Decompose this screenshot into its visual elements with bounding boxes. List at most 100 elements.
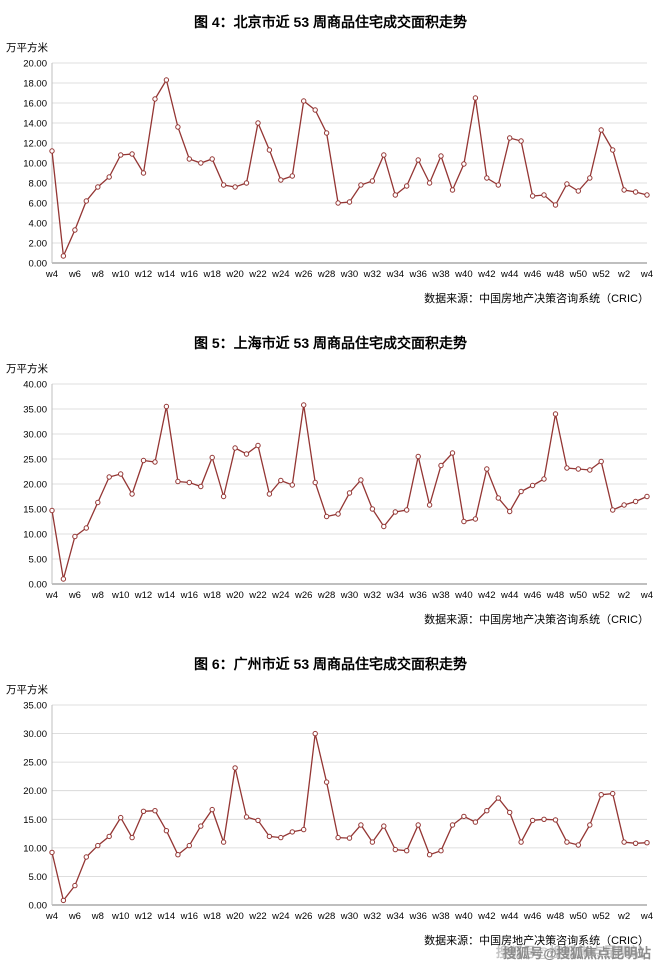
- svg-text:w50: w50: [569, 590, 587, 601]
- svg-text:35.00: 35.00: [23, 701, 47, 712]
- svg-text:w14: w14: [157, 911, 175, 922]
- svg-text:w12: w12: [134, 911, 152, 922]
- svg-text:w26: w26: [294, 590, 312, 601]
- svg-text:w36: w36: [408, 911, 426, 922]
- svg-text:w50: w50: [569, 911, 587, 922]
- svg-text:w30: w30: [340, 590, 358, 601]
- y-axis-unit-label: 万平方米: [6, 684, 48, 696]
- svg-text:w4: w4: [640, 911, 653, 922]
- svg-text:w2: w2: [617, 590, 630, 601]
- svg-text:w26: w26: [294, 911, 312, 922]
- svg-text:w6: w6: [68, 590, 81, 601]
- svg-text:w4: w4: [45, 590, 58, 601]
- svg-text:16.00: 16.00: [23, 99, 47, 110]
- svg-text:w44: w44: [500, 590, 518, 601]
- svg-text:w28: w28: [317, 269, 335, 280]
- svg-text:w42: w42: [477, 590, 495, 601]
- data-source-note: 数据来源：中国房地产决策咨询系统（CRIC）: [424, 614, 649, 626]
- svg-text:w6: w6: [68, 269, 81, 280]
- svg-text:w22: w22: [248, 269, 266, 280]
- chart-title-beijing: 图 4：北京市近 53 周商品住宅成交面积走势: [193, 14, 468, 30]
- svg-text:w24: w24: [271, 269, 289, 280]
- svg-text:12.00: 12.00: [23, 139, 47, 150]
- svg-text:w36: w36: [408, 590, 426, 601]
- svg-text:w38: w38: [431, 911, 449, 922]
- svg-text:w34: w34: [386, 269, 404, 280]
- svg-text:20.00: 20.00: [23, 59, 47, 70]
- svg-text:w18: w18: [202, 269, 220, 280]
- svg-text:15.00: 15.00: [23, 815, 47, 826]
- svg-text:w42: w42: [477, 269, 495, 280]
- svg-text:w2: w2: [617, 269, 630, 280]
- svg-text:w34: w34: [386, 911, 404, 922]
- svg-text:w32: w32: [363, 590, 381, 601]
- svg-text:10.00: 10.00: [23, 530, 47, 541]
- svg-text:w28: w28: [317, 590, 335, 601]
- svg-text:0.00: 0.00: [29, 901, 48, 912]
- svg-text:w8: w8: [91, 590, 104, 601]
- svg-text:w10: w10: [111, 911, 129, 922]
- svg-text:w42: w42: [477, 911, 495, 922]
- svg-text:w26: w26: [294, 269, 312, 280]
- svg-text:2.00: 2.00: [29, 239, 48, 250]
- y-axis-unit-label: 万平方米: [6, 363, 48, 375]
- svg-text:w16: w16: [180, 590, 198, 601]
- chart-section-shanghai: 图 5：上海市近 53 周商品住宅成交面积走势 万平方米 0.00 5.00 10.…: [0, 321, 661, 642]
- svg-text:w14: w14: [157, 590, 175, 601]
- svg-text:w40: w40: [454, 269, 472, 280]
- svg-text:w20: w20: [225, 911, 243, 922]
- svg-text:w8: w8: [91, 269, 104, 280]
- svg-text:4.00: 4.00: [29, 219, 48, 230]
- svg-text:20.00: 20.00: [23, 480, 47, 491]
- svg-text:w4: w4: [45, 911, 58, 922]
- svg-text:w44: w44: [500, 911, 518, 922]
- svg-text:w4: w4: [640, 590, 653, 601]
- svg-text:w30: w30: [340, 911, 358, 922]
- svg-text:w10: w10: [111, 590, 129, 601]
- y-axis-unit-label: 万平方米: [6, 42, 48, 54]
- svg-text:5.00: 5.00: [29, 872, 48, 883]
- data-source-note: 数据来源：中国房地产决策咨询系统（CRIC）: [424, 293, 649, 305]
- svg-text:w46: w46: [523, 590, 541, 601]
- svg-text:5.00: 5.00: [29, 555, 48, 566]
- svg-text:w12: w12: [134, 590, 152, 601]
- svg-text:6.00: 6.00: [29, 199, 48, 210]
- svg-text:15.00: 15.00: [23, 505, 47, 516]
- svg-text:w52: w52: [591, 269, 609, 280]
- chart-section-beijing: 图 4：北京市近 53 周商品住宅成交面积走势 万平方米 0.00 2.00 4.0…: [0, 0, 661, 321]
- svg-text:w4: w4: [45, 269, 58, 280]
- beijing-weekly-sales-line-chart: 0.00 2.00 4.00 6.00 8.00 10.00 12.00 14.00 16.00…: [23, 59, 653, 281]
- svg-text:20.00: 20.00: [23, 786, 47, 797]
- svg-text:0.00: 0.00: [29, 580, 48, 591]
- svg-text:w46: w46: [523, 269, 541, 280]
- svg-text:w38: w38: [431, 269, 449, 280]
- svg-text:w10: w10: [111, 269, 129, 280]
- svg-text:10.00: 10.00: [23, 159, 47, 170]
- svg-text:w48: w48: [546, 590, 564, 601]
- svg-text:w52: w52: [591, 590, 609, 601]
- svg-text:w2: w2: [617, 911, 630, 922]
- svg-text:w4: w4: [640, 269, 653, 280]
- svg-text:w18: w18: [202, 911, 220, 922]
- svg-text:w20: w20: [225, 269, 243, 280]
- chart-title-shanghai: 图 5：上海市近 53 周商品住宅成交面积走势: [193, 335, 468, 351]
- svg-text:8.00: 8.00: [29, 179, 48, 190]
- svg-text:w40: w40: [454, 590, 472, 601]
- svg-text:w8: w8: [91, 911, 104, 922]
- svg-text:w20: w20: [225, 590, 243, 601]
- svg-text:w24: w24: [271, 911, 289, 922]
- svg-text:w6: w6: [68, 911, 81, 922]
- svg-text:w40: w40: [454, 911, 472, 922]
- svg-text:w32: w32: [363, 911, 381, 922]
- data-source-note: 数据来源：中国房地产决策咨询系统（CRIC）: [424, 935, 649, 947]
- svg-text:w50: w50: [569, 269, 587, 280]
- svg-text:w38: w38: [431, 590, 449, 601]
- svg-text:w48: w48: [546, 911, 564, 922]
- svg-text:40.00: 40.00: [23, 380, 47, 391]
- svg-text:w52: w52: [591, 911, 609, 922]
- svg-text:10.00: 10.00: [23, 843, 47, 854]
- svg-text:35.00: 35.00: [23, 405, 47, 416]
- svg-text:25.00: 25.00: [23, 758, 47, 769]
- svg-text:w36: w36: [408, 269, 426, 280]
- svg-text:w14: w14: [157, 269, 175, 280]
